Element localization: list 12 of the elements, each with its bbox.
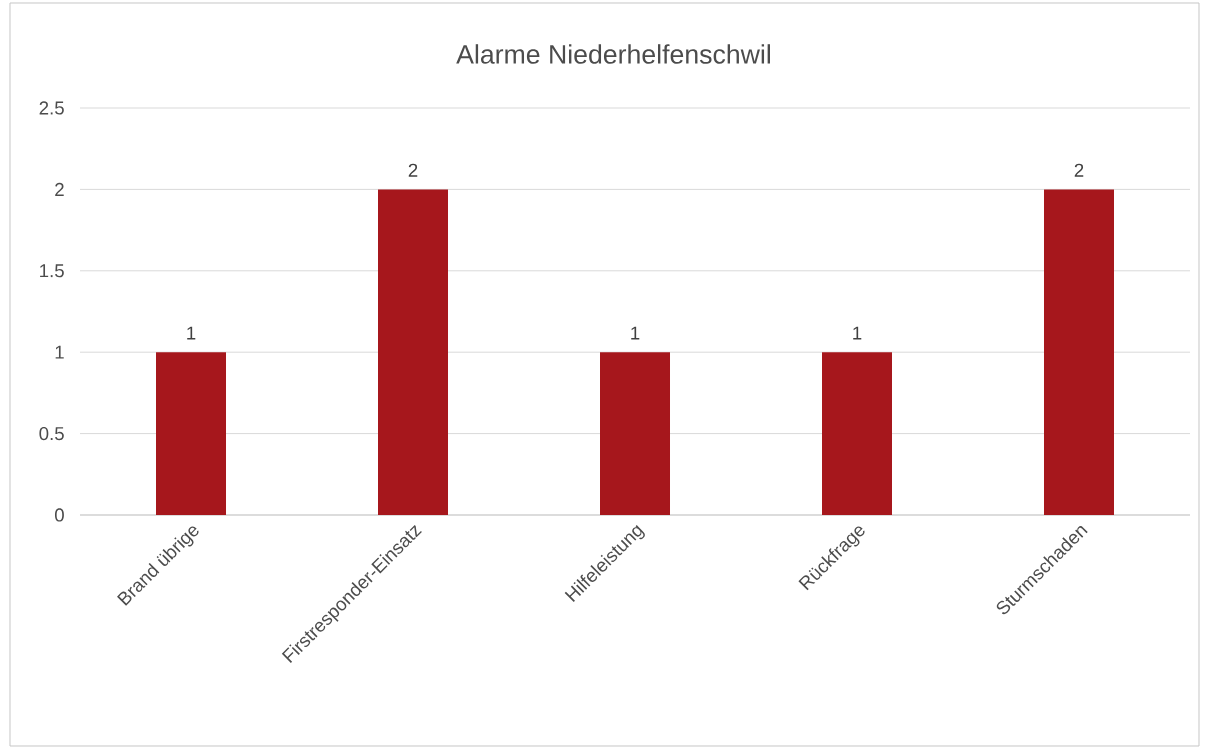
data-label: 1 (187, 326, 196, 340)
y-tick-label: 2.5 (39, 101, 64, 115)
data-label: 1 (631, 326, 640, 340)
y-tick-label: 1.5 (40, 264, 64, 278)
y-tick-label: 2 (55, 182, 64, 196)
data-label: 1 (853, 326, 862, 340)
y-tick-label: 0.5 (39, 426, 64, 441)
chart-title: Alarme Niederhelfenschwil (456, 44, 770, 64)
y-tick-label: 1 (55, 345, 64, 359)
data-label: 2 (1074, 163, 1084, 177)
data-label: 2 (408, 163, 418, 177)
y-tick-label: 0 (54, 508, 64, 522)
